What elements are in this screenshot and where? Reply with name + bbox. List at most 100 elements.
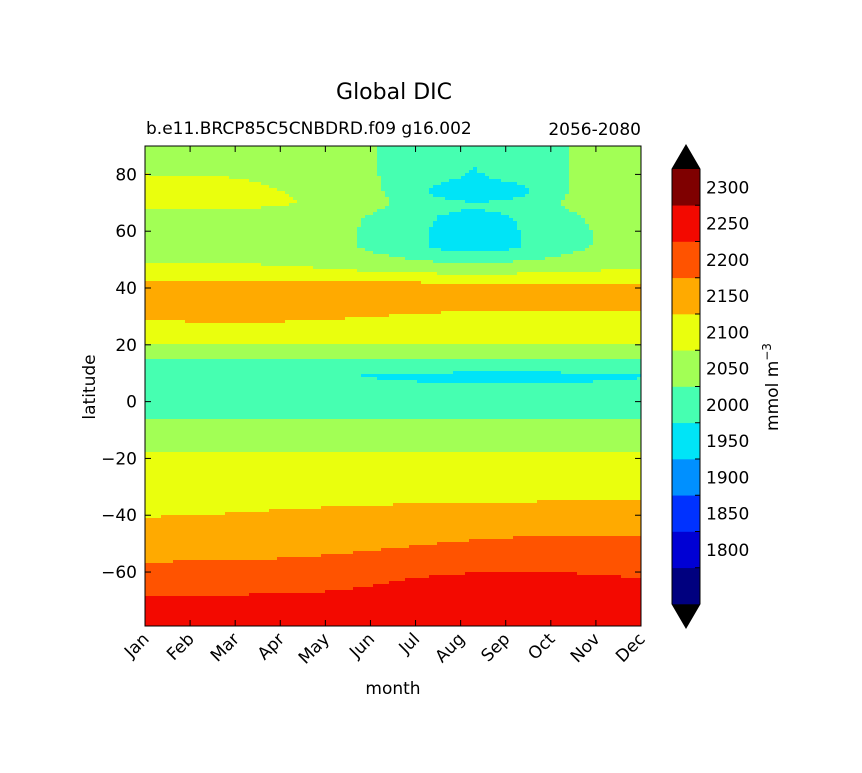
contour-cell xyxy=(145,518,641,522)
contour-cell xyxy=(405,257,546,261)
contour-cell xyxy=(145,302,641,306)
contour-cell xyxy=(381,176,462,180)
contour-cell xyxy=(589,245,641,249)
contour-cell xyxy=(145,296,641,300)
contour-cell xyxy=(421,281,641,285)
contour-cell xyxy=(381,185,434,189)
contour-cell xyxy=(569,149,641,153)
contour-cell xyxy=(585,221,641,225)
contour-cell xyxy=(593,233,641,237)
contour-cell xyxy=(373,251,574,255)
contour-cell xyxy=(517,227,590,231)
contour-cell xyxy=(529,191,570,195)
contour-cell xyxy=(429,227,518,231)
contour-cell xyxy=(269,509,641,513)
contour-cell xyxy=(145,431,641,435)
contour-cell xyxy=(429,242,522,246)
contour-cell xyxy=(517,272,641,276)
colorbar-outline xyxy=(671,144,701,629)
contour-cell xyxy=(145,218,362,222)
contour-cell xyxy=(145,410,641,414)
contour-cell xyxy=(145,344,641,348)
contour-cell xyxy=(377,167,474,171)
contour-cell xyxy=(377,146,570,150)
contour-cell xyxy=(513,260,641,264)
contour-cell xyxy=(145,308,641,312)
contour-cell xyxy=(433,221,518,225)
contour-cell xyxy=(145,464,641,468)
contour-cell xyxy=(501,212,578,216)
contour-cell xyxy=(441,182,518,186)
contour-cell xyxy=(145,575,430,579)
contour-cell xyxy=(405,578,641,582)
contour-cell xyxy=(145,524,641,528)
contour-cell xyxy=(521,242,594,246)
contour-cell xyxy=(145,248,366,252)
contour-cell xyxy=(377,161,570,165)
contour-cell xyxy=(569,155,641,159)
contour-cell xyxy=(145,536,514,540)
plot-frame xyxy=(144,145,642,627)
contour-cell xyxy=(225,512,641,516)
contour-cell xyxy=(145,263,262,267)
contour-cell xyxy=(145,251,374,255)
contour-cell xyxy=(145,494,641,498)
contour-cell xyxy=(145,614,641,618)
contour-cell xyxy=(145,593,250,597)
contour-cell xyxy=(521,236,594,240)
contour-cell xyxy=(145,413,641,417)
contour-cell xyxy=(353,587,641,591)
contour-cell xyxy=(145,371,454,375)
contour-cell xyxy=(565,194,641,198)
contour-cell xyxy=(145,209,378,213)
colorbar-tick-label: 2100 xyxy=(706,323,749,343)
contour-cell xyxy=(161,515,641,519)
contour-cell xyxy=(145,281,422,285)
contour-cell xyxy=(513,218,586,222)
contour-cell xyxy=(489,176,570,180)
contour-cell xyxy=(145,539,470,543)
contour-cell xyxy=(145,365,641,369)
contour-cell xyxy=(145,386,641,390)
contour-cell xyxy=(601,269,641,273)
contour-cell xyxy=(145,188,278,192)
contour-cell xyxy=(373,584,641,588)
contour-cell xyxy=(145,611,641,615)
colorbar-segment xyxy=(672,495,700,532)
contour-cell xyxy=(145,257,406,261)
contour-cell xyxy=(145,362,641,366)
contour-cell xyxy=(429,233,522,237)
contour-cell xyxy=(517,221,586,225)
contour-cell xyxy=(145,566,641,570)
contour-cell xyxy=(429,575,622,579)
contour-cell xyxy=(145,617,641,621)
contour-cell xyxy=(637,377,641,381)
contour-cell xyxy=(249,593,641,597)
contour-cell xyxy=(569,209,641,213)
contour-cell xyxy=(381,548,641,552)
contour-cell xyxy=(561,254,641,258)
contour-cell xyxy=(353,551,641,555)
contour-cell xyxy=(145,383,641,387)
contour-cell xyxy=(145,395,641,399)
contour-cell xyxy=(357,239,430,243)
contour-cell xyxy=(145,230,358,234)
y-axis-label: latitude xyxy=(80,354,100,419)
contour-cell xyxy=(437,218,514,222)
contour-cell xyxy=(585,218,641,222)
colorbar-segment xyxy=(672,277,700,315)
contour-cell xyxy=(521,230,594,234)
colorbar-segment xyxy=(672,205,700,242)
contour-cell xyxy=(145,233,358,237)
y-tick-label: 80 xyxy=(115,165,137,185)
contour-cell xyxy=(293,197,390,201)
contour-cell xyxy=(145,452,641,456)
x-axis-label: month xyxy=(365,679,420,699)
contour-cell xyxy=(593,236,641,240)
x-tick-label: Feb xyxy=(163,629,198,664)
contour-cell xyxy=(145,374,362,378)
x-tick-label: Nov xyxy=(567,629,605,667)
contour-cell xyxy=(145,587,354,591)
chart-subtitle-right: 2056-2080 xyxy=(548,120,641,140)
y-axis: −60 −40 −20 0 20 40 60 80 xyxy=(101,165,641,583)
